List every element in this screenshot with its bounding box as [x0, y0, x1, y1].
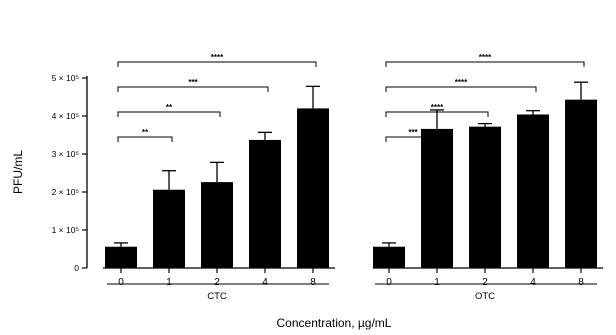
x-tick-label: 1 [166, 277, 172, 288]
y-tick-label: 3 × 10⁵ [52, 149, 79, 159]
significance-bracket [117, 61, 317, 67]
significance-bracket [385, 111, 489, 117]
significance-label: **** [479, 53, 492, 62]
bar [105, 246, 137, 268]
bar [517, 114, 549, 268]
x-axis-title: Concentration, µg/mL [277, 316, 392, 330]
bar [297, 108, 329, 269]
y-axis-title: PFU/mL [11, 150, 25, 194]
significance-label: **** [455, 78, 468, 87]
x-tick-label: 2 [214, 277, 220, 288]
y-axis: 0 1 × 10⁵ 2 × 10⁵ 3 × 10⁵ 4 × 10⁵ 5 × 10⁵ [52, 73, 88, 273]
significance-bracket [117, 86, 269, 92]
significance-bracket [385, 86, 537, 92]
group-label: OTC [475, 291, 495, 302]
significance-bracket [117, 111, 221, 117]
y-tick-label: 2 × 10⁵ [52, 187, 79, 197]
y-tick-label: 0 [74, 263, 79, 273]
significance-label: *** [408, 128, 418, 137]
x-tick-label: 0 [386, 277, 392, 288]
significance-label: **** [431, 103, 444, 112]
bar [565, 99, 597, 268]
x-tick-label: 1 [434, 277, 440, 288]
significance-label: ** [142, 128, 149, 137]
x-tick-label: 8 [310, 277, 316, 288]
bar [153, 189, 185, 268]
significance-label: ** [166, 103, 173, 112]
x-tick-label: 8 [578, 277, 584, 288]
significance-bracket [385, 136, 441, 142]
bar [249, 139, 281, 268]
group-label: CTC [207, 291, 227, 302]
bar [201, 182, 233, 268]
x-tick-label: 4 [530, 277, 536, 288]
y-tick-label: 1 × 10⁵ [52, 225, 79, 235]
x-tick-label: 4 [262, 277, 268, 288]
y-tick-label: 4 × 10⁵ [52, 111, 79, 121]
significance-label: *** [188, 78, 198, 87]
bar [421, 128, 453, 268]
significance-bracket [385, 61, 585, 67]
y-tick-label: 5 × 10⁵ [52, 73, 79, 83]
significance-label: **** [211, 53, 224, 62]
x-tick-label: 2 [482, 277, 488, 288]
bar [373, 246, 405, 268]
significance-bracket [117, 136, 173, 142]
x-tick-label: 0 [118, 277, 124, 288]
bar [469, 126, 501, 268]
